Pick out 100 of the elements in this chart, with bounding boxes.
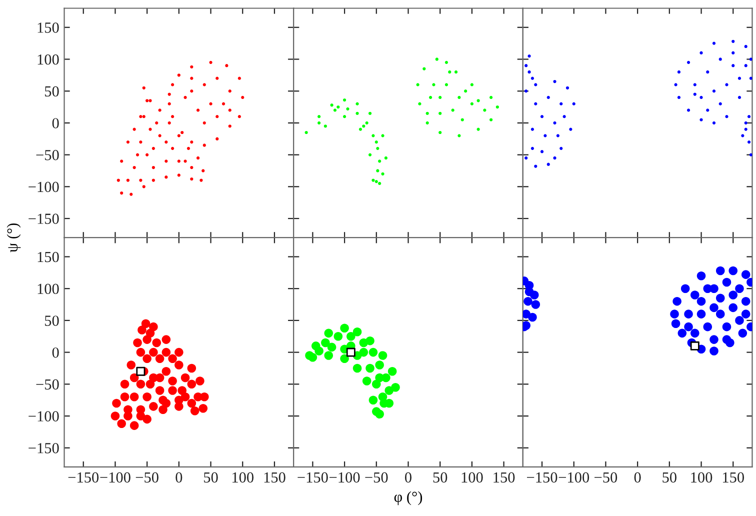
point — [426, 112, 429, 115]
point — [359, 348, 368, 357]
point — [546, 162, 550, 166]
point — [735, 316, 744, 325]
point — [342, 98, 346, 102]
point — [744, 44, 748, 48]
x-tick-label: 150 — [264, 472, 286, 483]
point — [187, 364, 196, 373]
point — [142, 392, 152, 402]
point — [368, 112, 372, 115]
point — [334, 332, 343, 341]
point — [352, 364, 362, 373]
point — [117, 419, 126, 428]
point — [358, 128, 362, 131]
point — [534, 102, 538, 106]
y-tick-label: −50 — [36, 150, 59, 160]
point — [470, 83, 474, 86]
point — [670, 310, 679, 318]
point — [671, 319, 680, 328]
point — [126, 360, 136, 370]
point — [362, 376, 372, 386]
point — [333, 108, 337, 112]
point — [718, 58, 722, 61]
point — [460, 118, 464, 122]
point — [324, 328, 334, 338]
point — [155, 354, 164, 364]
y-tick-label: 0 — [52, 347, 59, 358]
point — [435, 58, 438, 61]
point — [190, 406, 200, 416]
point — [553, 121, 556, 124]
y-tick-label: 50 — [45, 316, 59, 326]
point — [368, 348, 378, 357]
point — [346, 107, 350, 110]
point — [372, 134, 375, 138]
point — [732, 51, 735, 54]
point — [454, 70, 458, 74]
point — [716, 266, 725, 276]
x-tick-label: 150 — [494, 472, 515, 483]
point — [136, 380, 146, 389]
point — [336, 105, 340, 109]
point — [141, 319, 150, 328]
point — [416, 83, 420, 86]
point — [372, 178, 375, 182]
y-tick-label: −50 — [36, 379, 59, 390]
x-tick-label: 0 — [405, 472, 412, 483]
point — [342, 115, 346, 118]
point — [546, 96, 550, 100]
point — [572, 102, 576, 106]
point — [327, 342, 336, 352]
point — [712, 90, 716, 93]
point — [146, 328, 155, 338]
x-tick-label: 150 — [722, 472, 744, 483]
point — [162, 348, 171, 357]
point — [178, 386, 186, 395]
point — [318, 115, 321, 118]
point — [112, 398, 121, 408]
point — [696, 296, 706, 306]
point — [321, 338, 330, 348]
point — [130, 392, 139, 402]
point — [372, 407, 381, 416]
point — [562, 115, 566, 118]
point — [530, 128, 534, 131]
point — [749, 76, 752, 80]
y-tick-label: −100 — [28, 182, 59, 192]
y-tick-label: −100 — [28, 411, 59, 422]
point — [158, 396, 168, 404]
point — [374, 180, 378, 184]
point — [428, 96, 432, 100]
point — [464, 90, 468, 93]
point — [308, 353, 318, 362]
point — [318, 121, 321, 124]
y-tick-label: −150 — [28, 214, 59, 224]
x-tick-label: −50 — [365, 472, 388, 483]
point — [432, 83, 436, 86]
point — [194, 392, 202, 402]
point — [470, 102, 474, 106]
point — [741, 310, 750, 318]
point — [168, 354, 177, 364]
x-tick-label: −50 — [136, 472, 158, 483]
point — [381, 172, 384, 176]
point — [356, 102, 359, 106]
point — [136, 366, 146, 376]
point — [710, 303, 718, 312]
point — [168, 386, 177, 395]
point — [136, 412, 146, 420]
point — [368, 153, 372, 156]
point — [376, 169, 380, 172]
point — [304, 130, 308, 134]
point — [738, 96, 742, 100]
point — [556, 134, 560, 138]
point — [180, 373, 190, 382]
point — [362, 124, 366, 128]
point — [458, 96, 461, 100]
point — [496, 105, 499, 109]
point — [448, 70, 452, 74]
x-tick-label: −150 — [527, 472, 558, 483]
point — [422, 67, 426, 70]
point — [365, 121, 368, 124]
point — [703, 322, 712, 332]
x-tick-label: −150 — [68, 472, 99, 483]
